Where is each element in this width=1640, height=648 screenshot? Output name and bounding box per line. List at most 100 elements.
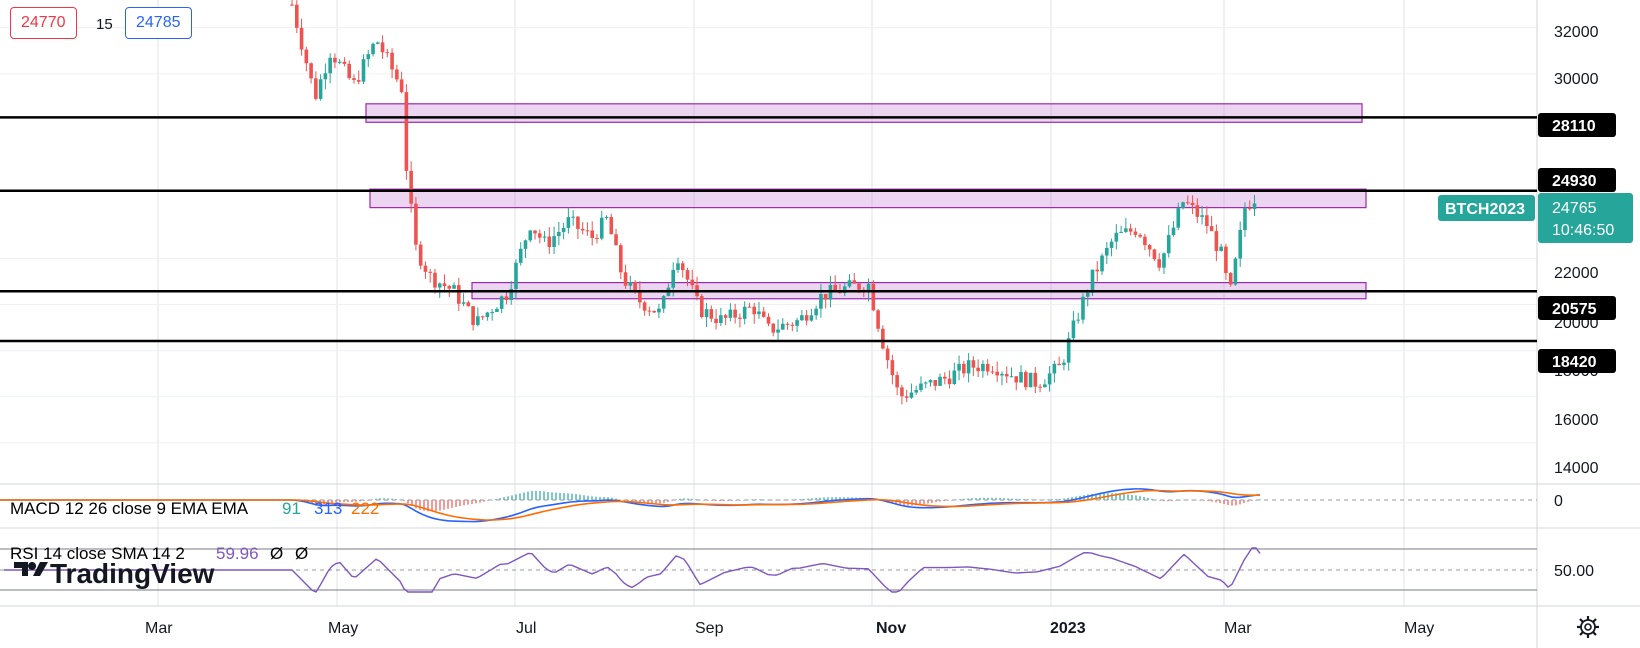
macd-histogram-bar — [559, 492, 561, 500]
candle-body — [1109, 241, 1114, 248]
buy-price: 24785 — [136, 14, 181, 31]
candle-body — [1243, 208, 1247, 230]
macd-histogram-bar — [571, 493, 573, 500]
macd-histogram-bar — [1167, 500, 1169, 502]
macd-histogram-bar — [507, 496, 509, 500]
rsi-legend[interactable]: RSI 14 close SMA 14 2 59.96 Ø Ø — [10, 544, 308, 563]
macd-histogram-bar — [1243, 500, 1245, 503]
macd-histogram-bar — [531, 490, 533, 500]
candle-body — [1181, 202, 1185, 209]
candle-body — [552, 236, 556, 247]
symbol-tag-box — [1438, 195, 1535, 221]
price-axis[interactable]: 32000 30000 22000 20000 18000 16000 1400… — [1554, 24, 1599, 477]
candle-body — [709, 309, 714, 319]
macd-histogram-bar — [391, 498, 393, 500]
macd-histogram-bar — [983, 497, 985, 500]
candle-body — [1152, 249, 1157, 260]
horizontal-levels[interactable] — [0, 116, 1537, 343]
macd-histogram-bar — [1211, 500, 1213, 502]
candle-body — [699, 296, 704, 318]
candle-body — [618, 245, 623, 273]
candle-body — [428, 271, 433, 273]
macd-histogram-bar — [451, 500, 453, 508]
candle-body — [1157, 259, 1162, 268]
macd-histogram-bar — [679, 498, 681, 500]
candle-body — [752, 306, 757, 315]
candle-body — [995, 371, 1000, 376]
level-label: 28110 — [1552, 118, 1596, 135]
candle-body — [766, 316, 771, 324]
macd-legend[interactable]: MACD 12 26 close 9 EMA EMA 91 313 222 — [10, 499, 379, 518]
macd-histogram — [0, 490, 1261, 512]
candle-body — [1185, 202, 1190, 204]
candle-body — [599, 217, 604, 239]
candle-body — [1209, 226, 1214, 232]
sell-price-box[interactable]: 24770 — [10, 7, 77, 39]
candle-body — [452, 285, 456, 289]
candle-body — [395, 69, 399, 80]
candle-body — [895, 375, 899, 388]
macd-histogram-bar — [447, 500, 449, 509]
macd-histogram-bar — [1111, 493, 1113, 500]
time-axis[interactable]: Mar May Jul Sep Nov 2023 Mar May — [145, 620, 1434, 637]
macd-axis-label: 0 — [1554, 493, 1563, 510]
macd-histogram-bar — [1003, 498, 1005, 500]
macd-histogram-bar — [339, 500, 341, 503]
macd-histogram-bar — [899, 500, 901, 506]
candle-body — [723, 315, 728, 318]
tradingview-watermark: TradingView — [14, 558, 215, 589]
macd-histogram-bar — [311, 500, 313, 504]
macd-histogram-bar — [419, 500, 421, 510]
candle-body — [1000, 373, 1004, 376]
candle-body — [614, 234, 618, 246]
candle-body — [990, 371, 995, 373]
macd-histogram-bar — [615, 498, 617, 500]
candle-body — [380, 42, 385, 53]
candle-body — [433, 272, 437, 288]
candle-body — [437, 283, 442, 288]
candle-body — [404, 92, 409, 171]
buy-price-box[interactable]: 24785 — [125, 7, 192, 39]
candle-body — [1195, 205, 1200, 217]
macd-histogram-bar — [379, 498, 381, 500]
macd-histogram-bar — [627, 500, 629, 502]
time-label: 2023 — [1050, 620, 1086, 637]
macd-histogram-bar — [891, 500, 893, 504]
candle-body — [423, 265, 428, 272]
macd-histogram-bar — [423, 500, 425, 511]
macd-histogram-bar — [475, 500, 477, 504]
candle-body — [1009, 376, 1014, 378]
candle-body — [1224, 246, 1228, 274]
candle-body — [1247, 208, 1252, 210]
candle-body — [390, 52, 394, 70]
macd-histogram-bar — [611, 497, 613, 500]
candle-body — [1057, 363, 1061, 366]
macd-histogram-bar — [543, 491, 545, 500]
price-tick: 16000 — [1554, 412, 1599, 429]
level-labels: 28110 24930 20575 18420 — [1538, 113, 1616, 373]
settings-gear-icon[interactable] — [1577, 616, 1599, 638]
macd-histogram-bar — [655, 500, 657, 504]
candle-body — [385, 52, 390, 54]
macd-histogram-bar — [603, 497, 605, 500]
macd-histogram-bar — [503, 497, 505, 500]
symbol-price-tag[interactable]: BTCH2023 24765 10:46:50 — [1438, 193, 1633, 243]
candle-body — [409, 170, 413, 204]
macd-histogram-bar — [1091, 493, 1093, 500]
macd-histogram-bar — [519, 493, 521, 500]
macd-histogram-bar — [691, 498, 693, 500]
candle-body — [1162, 253, 1166, 268]
macd-histogram-bar — [459, 500, 461, 507]
candle-body — [1228, 273, 1233, 285]
candle-body — [962, 363, 966, 374]
candle-body — [375, 42, 380, 44]
candle-body — [537, 233, 542, 238]
candle-body — [1114, 232, 1119, 242]
price-tick: 30000 — [1554, 71, 1599, 88]
candle-body — [480, 316, 485, 318]
candle-body — [1147, 245, 1152, 250]
macd-histogram-bar — [823, 497, 825, 500]
time-label: Sep — [695, 620, 724, 637]
macd-histogram-bar — [1227, 500, 1229, 506]
